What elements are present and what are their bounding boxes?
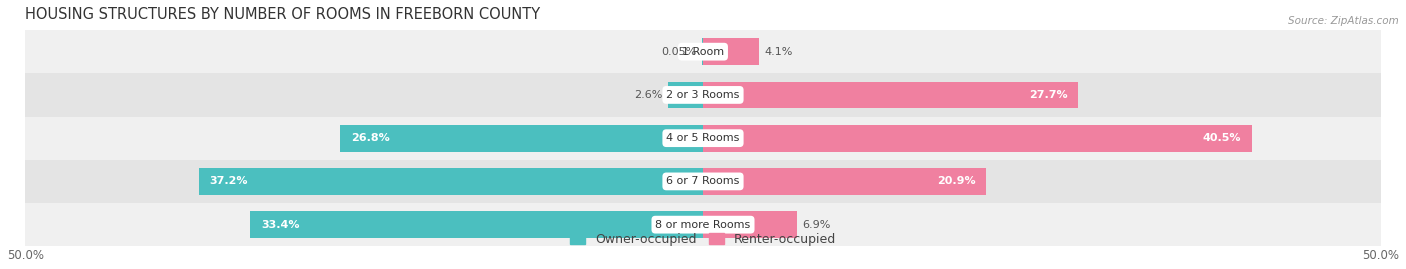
Bar	[25, 203, 1381, 246]
Text: Source: ZipAtlas.com: Source: ZipAtlas.com	[1288, 16, 1399, 26]
Bar	[703, 82, 1078, 108]
Bar	[703, 211, 797, 238]
Text: 0.05%: 0.05%	[662, 47, 697, 57]
Text: 40.5%: 40.5%	[1202, 133, 1241, 143]
Text: 4.1%: 4.1%	[763, 47, 793, 57]
Bar	[250, 211, 703, 238]
Bar	[25, 160, 1381, 203]
Bar	[25, 30, 1381, 73]
Legend: Owner-occupied, Renter-occupied: Owner-occupied, Renter-occupied	[565, 228, 841, 251]
Text: 6.9%: 6.9%	[801, 220, 831, 230]
Bar	[703, 38, 759, 65]
Text: 37.2%: 37.2%	[209, 176, 249, 186]
Text: 8 or more Rooms: 8 or more Rooms	[655, 220, 751, 230]
Bar	[703, 168, 986, 195]
Text: 1 Room: 1 Room	[682, 47, 724, 57]
Text: 33.4%: 33.4%	[262, 220, 299, 230]
Text: 26.8%: 26.8%	[350, 133, 389, 143]
Bar	[25, 116, 1381, 160]
Bar	[198, 168, 703, 195]
Text: HOUSING STRUCTURES BY NUMBER OF ROOMS IN FREEBORN COUNTY: HOUSING STRUCTURES BY NUMBER OF ROOMS IN…	[25, 7, 540, 22]
Bar	[25, 73, 1381, 116]
Text: 6 or 7 Rooms: 6 or 7 Rooms	[666, 176, 740, 186]
Text: 4 or 5 Rooms: 4 or 5 Rooms	[666, 133, 740, 143]
Bar	[703, 125, 1251, 151]
Bar	[340, 125, 703, 151]
Text: 2.6%: 2.6%	[634, 90, 662, 100]
Bar	[668, 82, 703, 108]
Text: 27.7%: 27.7%	[1029, 90, 1067, 100]
Text: 20.9%: 20.9%	[936, 176, 976, 186]
Text: 2 or 3 Rooms: 2 or 3 Rooms	[666, 90, 740, 100]
